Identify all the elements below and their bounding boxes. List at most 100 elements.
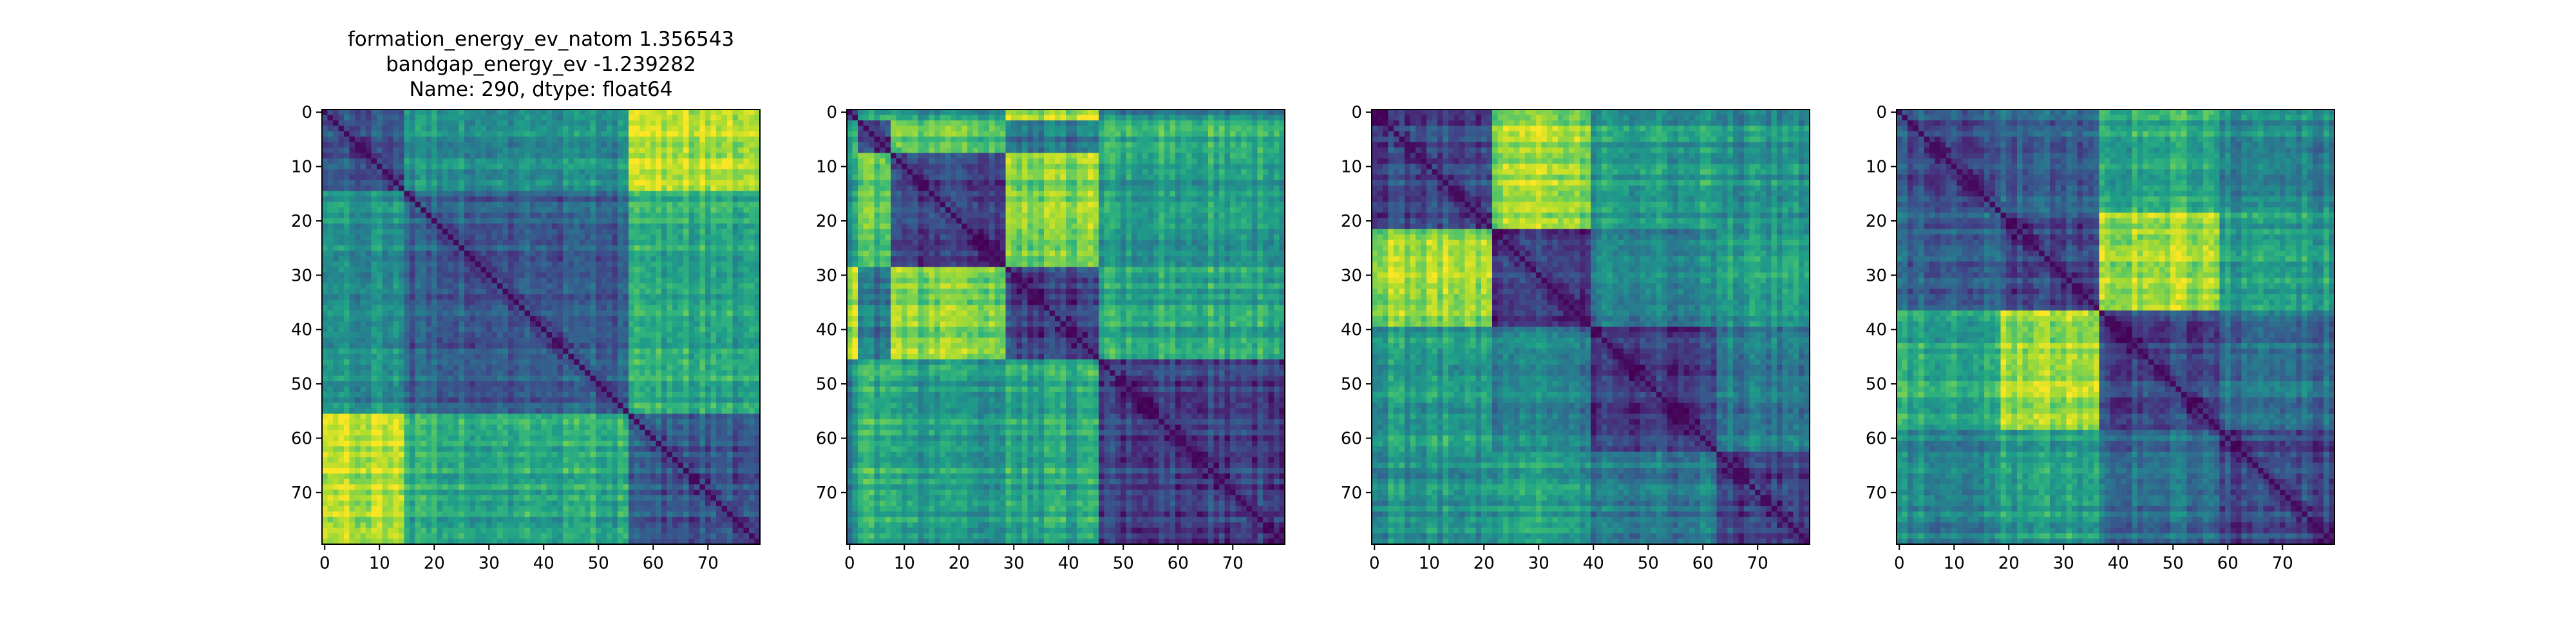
heatmap-cell — [344, 386, 350, 393]
heatmap-cell — [716, 354, 723, 360]
heatmap-cell — [672, 370, 679, 377]
heatmap-cell — [677, 332, 684, 338]
heatmap-cell — [710, 343, 717, 349]
heatmap-cell — [596, 343, 602, 349]
heatmap-cell — [699, 278, 706, 284]
heatmap-cell — [634, 440, 640, 447]
heatmap-cell — [629, 240, 635, 246]
heatmap-cell — [322, 267, 328, 273]
heatmap-cell — [519, 278, 526, 284]
heatmap-cell — [727, 267, 734, 273]
heatmap-cell — [382, 153, 388, 159]
heatmap-cell — [431, 223, 438, 230]
heatmap-cell — [579, 229, 585, 235]
heatmap-cell — [639, 223, 646, 230]
heatmap-cell — [743, 109, 750, 116]
heatmap-cell — [623, 180, 629, 186]
heatmap-cell — [415, 332, 421, 338]
heatmap-cell — [749, 278, 755, 284]
heatmap-cell — [546, 294, 553, 300]
heatmap-cell — [442, 169, 449, 175]
heatmap-cell — [563, 251, 569, 257]
heatmap-cell — [469, 321, 476, 328]
heatmap-cell — [366, 440, 372, 447]
heatmap-cell — [475, 180, 482, 186]
heatmap-cell — [530, 240, 536, 246]
heatmap-cell — [366, 245, 372, 251]
heatmap-cell — [399, 267, 405, 273]
heatmap-cell — [464, 332, 471, 338]
heatmap-cell — [672, 153, 679, 159]
heatmap-cell — [738, 115, 744, 121]
heatmap-cell — [634, 310, 640, 317]
heatmap-cell — [338, 218, 345, 224]
heatmap-cell — [683, 245, 690, 251]
heatmap-cell — [618, 229, 624, 235]
heatmap-cell — [607, 365, 613, 371]
heatmap-cell — [661, 240, 668, 246]
heatmap-cell — [629, 381, 635, 387]
heatmap-cell — [749, 392, 755, 398]
heatmap-cell — [486, 419, 493, 425]
heatmap-cell — [502, 294, 509, 300]
heatmap-cell — [721, 180, 728, 186]
heatmap-cell — [327, 229, 334, 235]
heatmap-cell — [694, 164, 701, 170]
heatmap-cell — [437, 413, 443, 420]
heatmap-cell — [349, 256, 355, 262]
heatmap-cell — [459, 196, 465, 203]
heatmap-cell — [579, 365, 585, 371]
heatmap-cell — [338, 359, 345, 366]
heatmap-cell — [677, 294, 684, 300]
heatmap-cell — [393, 115, 399, 121]
heatmap-cell — [688, 354, 695, 360]
heatmap-cell — [399, 440, 405, 447]
heatmap-cell — [382, 278, 388, 284]
heatmap-cell — [491, 283, 498, 290]
heatmap-cell — [645, 229, 651, 235]
heatmap-cell — [344, 402, 350, 409]
heatmap-cell — [546, 202, 553, 208]
heatmap-cell — [699, 321, 706, 328]
heatmap-cell — [333, 435, 339, 442]
heatmap-cell — [710, 299, 717, 306]
heatmap-cell — [705, 153, 712, 159]
heatmap-cell — [568, 440, 574, 447]
heatmap-cell — [541, 180, 547, 186]
heatmap-cell — [480, 310, 487, 317]
heatmap-cell — [530, 310, 536, 317]
heatmap-cell — [415, 196, 421, 203]
heatmap-cell — [480, 137, 487, 143]
heatmap-cell — [574, 283, 580, 290]
heatmap-cell — [688, 316, 695, 322]
heatmap-cell — [355, 251, 361, 257]
heatmap-cell — [453, 370, 460, 377]
heatmap-cell — [546, 131, 553, 137]
heatmap-cell — [667, 251, 673, 257]
heatmap-cell — [721, 381, 728, 387]
heatmap-cell — [382, 240, 388, 246]
heatmap-cell — [738, 402, 744, 409]
heatmap-cell — [585, 397, 591, 404]
heatmap-cell — [645, 175, 651, 181]
heatmap-cell — [437, 180, 443, 186]
heatmap-cell — [508, 191, 515, 197]
heatmap-cell — [618, 169, 624, 175]
heatmap-cell — [415, 430, 421, 436]
heatmap-cell — [360, 392, 366, 398]
heatmap-cell — [634, 424, 640, 431]
heatmap-cell — [546, 191, 553, 197]
heatmap-cell — [464, 158, 471, 164]
heatmap-cell — [645, 397, 651, 404]
heatmap-cell — [579, 223, 585, 230]
heatmap-cell — [639, 175, 646, 181]
heatmap-cell — [688, 137, 695, 143]
heatmap-cell — [667, 283, 673, 290]
heatmap-cell — [563, 229, 569, 235]
heatmap-cell — [618, 272, 624, 279]
heatmap-cell — [557, 185, 564, 192]
heatmap-cell — [541, 424, 547, 431]
heatmap-cell — [393, 207, 399, 213]
heatmap-cell — [327, 354, 334, 360]
heatmap-cell — [415, 446, 421, 453]
